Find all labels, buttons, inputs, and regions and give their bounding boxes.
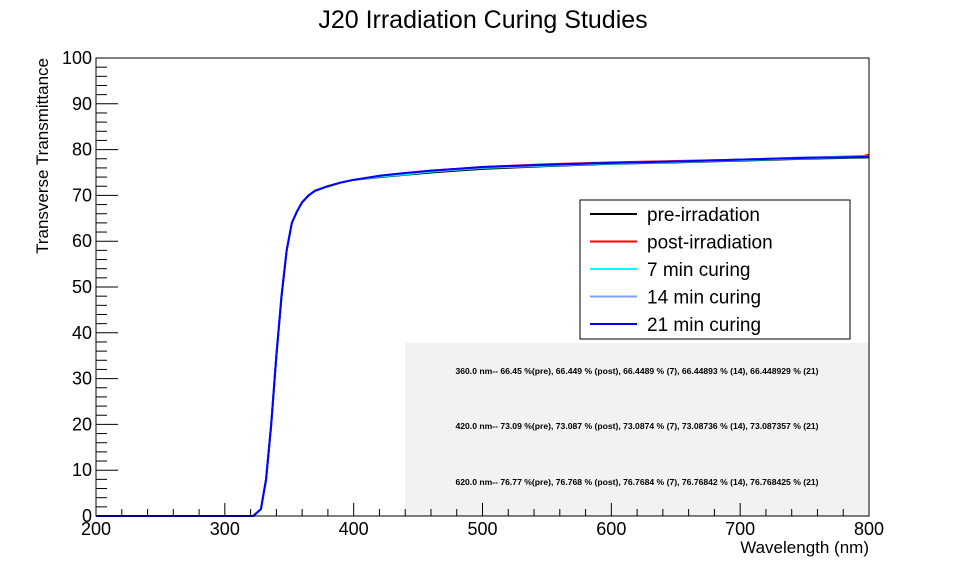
legend-label: post-irradiation	[647, 233, 773, 254]
legend-label: 7 min curing	[647, 260, 751, 281]
legend-label: pre-irradation	[647, 205, 760, 226]
series-line-21-min-curing	[96, 155, 870, 517]
y-tick-label: 10	[72, 460, 92, 480]
y-tick-label: 0	[82, 506, 92, 526]
x-tick-label: 400	[339, 519, 369, 539]
y-tick-label: 60	[72, 231, 92, 251]
legend-label: 21 min curing	[647, 315, 761, 336]
legend: pre-irradation post-irradiation 7 min curi…	[579, 199, 851, 340]
y-tick-label: 20	[72, 414, 92, 434]
x-tick-label: 800	[854, 519, 884, 539]
annotation-box-group: 360.0 nm-- 66.45 %(pre), 66.449 % (post)…	[405, 343, 869, 516]
x-tick-label: 700	[725, 519, 755, 539]
annotation-text: 360.0 nm-- 66.45 %(pre), 66.449 % (post)…	[455, 366, 818, 376]
annotation-text: 420.0 nm-- 73.09 %(pre), 73.087 % (post)…	[455, 421, 818, 431]
y-axis-label: Transverse Transmittance	[33, 58, 52, 254]
y-tick-label: 40	[72, 323, 92, 343]
chart-title: J20 Irradiation Curing Studies	[318, 6, 647, 34]
y-tick-label: 100	[62, 48, 92, 68]
annotation-text: 620.0 nm-- 76.77 %(pre), 76.768 % (post)…	[455, 477, 818, 487]
x-tick-label: 500	[467, 519, 497, 539]
x-tick-label: 200	[81, 519, 111, 539]
plot-frame	[95, 57, 870, 517]
axis-ticks	[95, 57, 870, 517]
y-tick-label: 70	[72, 185, 92, 205]
tick-labels: 200 300 400 500 600 700 800 0 10 20 30 40 50 60 70 80 90…	[62, 48, 884, 539]
x-tick-label: 300	[210, 519, 240, 539]
annotation-box	[405, 343, 869, 516]
y-tick-label: 30	[72, 369, 92, 389]
legend-label: 14 min curing	[647, 288, 761, 309]
x-tick-label: 600	[596, 519, 626, 539]
x-axis-label: Wavelength (nm)	[740, 538, 869, 557]
series-lines	[96, 153, 870, 517]
y-tick-label: 50	[72, 277, 92, 297]
y-tick-label: 80	[72, 140, 92, 160]
y-tick-label: 90	[72, 94, 92, 114]
